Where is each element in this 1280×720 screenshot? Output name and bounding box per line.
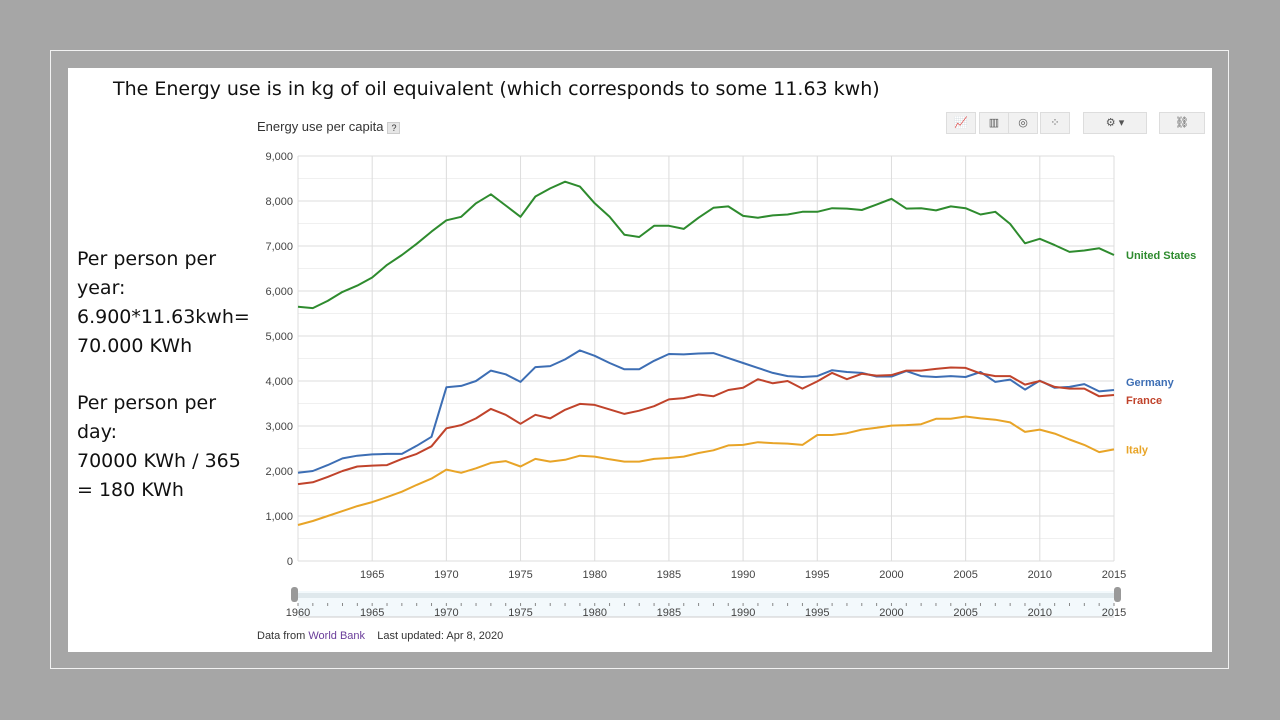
note-line: 6.900*11.63kwh= bbox=[77, 306, 250, 328]
range-label: 2015 bbox=[1102, 607, 1126, 619]
range-label: 1995 bbox=[805, 607, 829, 619]
y-tick-label: 2,000 bbox=[265, 466, 293, 478]
range-slider-bar bbox=[298, 593, 1114, 598]
series-line-italy bbox=[297, 415, 1115, 526]
note-line: Per person per bbox=[77, 392, 217, 414]
range-label: 1970 bbox=[434, 607, 458, 619]
series-line-germany bbox=[297, 349, 1115, 474]
x-tick-label: 1970 bbox=[434, 569, 458, 581]
y-tick-label: 3,000 bbox=[265, 421, 293, 433]
series-label: Italy bbox=[1126, 444, 1149, 456]
source-prefix: Data from bbox=[257, 630, 306, 642]
slide-bottom-edge bbox=[68, 652, 1212, 656]
y-tick-label: 0 bbox=[287, 556, 293, 568]
line-chart-icon[interactable]: 📈 bbox=[946, 112, 976, 134]
scatter-icon[interactable]: ⁘ bbox=[1040, 112, 1070, 134]
x-tick-label: 1975 bbox=[508, 569, 532, 581]
x-tick-label: 2015 bbox=[1102, 569, 1126, 581]
y-tick-label: 4,000 bbox=[265, 376, 293, 388]
range-label: 1965 bbox=[360, 607, 384, 619]
last-updated: Last updated: Apr 8, 2020 bbox=[377, 630, 504, 642]
range-label: 2010 bbox=[1028, 607, 1052, 619]
note-per-day: Per person per day: 70000 KWh / 365 = 18… bbox=[77, 389, 241, 505]
headline: The Energy use is in kg of oil equivalen… bbox=[113, 78, 880, 100]
range-label: 2005 bbox=[953, 607, 977, 619]
slide: The Energy use is in kg of oil equivalen… bbox=[68, 68, 1212, 652]
x-tick-label: 1965 bbox=[360, 569, 384, 581]
range-label: 1985 bbox=[657, 607, 681, 619]
note-line: = 180 KWh bbox=[77, 479, 184, 501]
x-tick-label: 2005 bbox=[953, 569, 977, 581]
chart-title: Energy use per capita? bbox=[257, 119, 401, 134]
map-icon[interactable]: ◎ bbox=[1008, 112, 1038, 134]
note-line: Per person per bbox=[77, 248, 217, 270]
range-label: 2000 bbox=[879, 607, 903, 619]
range-label: 1960 bbox=[286, 607, 310, 619]
x-tick-label: 1985 bbox=[657, 569, 681, 581]
note-line: day: bbox=[77, 421, 117, 443]
series-label: United States bbox=[1126, 250, 1196, 262]
help-button[interactable]: ? bbox=[387, 121, 401, 134]
settings-icon[interactable]: ⚙ ▾ bbox=[1083, 112, 1147, 134]
y-tick-label: 8,000 bbox=[265, 196, 293, 208]
y-tick-label: 5,000 bbox=[265, 331, 293, 343]
range-handle-left bbox=[291, 587, 298, 602]
x-tick-label: 2000 bbox=[879, 569, 903, 581]
y-tick-label: 7,000 bbox=[265, 241, 293, 253]
chevron-down-icon[interactable]: ▾ bbox=[1118, 117, 1125, 129]
range-label: 1980 bbox=[582, 607, 606, 619]
y-tick-label: 9,000 bbox=[265, 151, 293, 163]
x-tick-label: 2010 bbox=[1028, 569, 1052, 581]
chart-title-text: Energy use per capita bbox=[257, 119, 384, 134]
series-line-france bbox=[297, 366, 1115, 486]
note-line: year: bbox=[77, 277, 126, 299]
series-label: Germany bbox=[1126, 377, 1175, 389]
note-line: 70.000 KWh bbox=[77, 335, 193, 357]
range-label: 1990 bbox=[731, 607, 755, 619]
y-tick-label: 1,000 bbox=[265, 511, 293, 523]
y-tick-label: 6,000 bbox=[265, 286, 293, 298]
footer: Data from World Bank Last updated: Apr 8… bbox=[257, 630, 503, 642]
note-line: 70000 KWh / 365 bbox=[77, 450, 241, 472]
series-label: France bbox=[1126, 395, 1162, 407]
x-tick-label: 1995 bbox=[805, 569, 829, 581]
x-tick-label: 1980 bbox=[582, 569, 606, 581]
world-bank-link[interactable]: World Bank bbox=[308, 630, 366, 642]
range-label: 1975 bbox=[508, 607, 532, 619]
range-handle-right bbox=[1114, 587, 1121, 602]
series-line-united-states bbox=[297, 180, 1115, 310]
link-icon[interactable]: ⛓ bbox=[1159, 112, 1205, 134]
x-tick-label: 1990 bbox=[731, 569, 755, 581]
note-per-year: Per person per year: 6.900*11.63kwh= 70.… bbox=[77, 245, 250, 361]
slide-frame bbox=[50, 50, 1229, 669]
